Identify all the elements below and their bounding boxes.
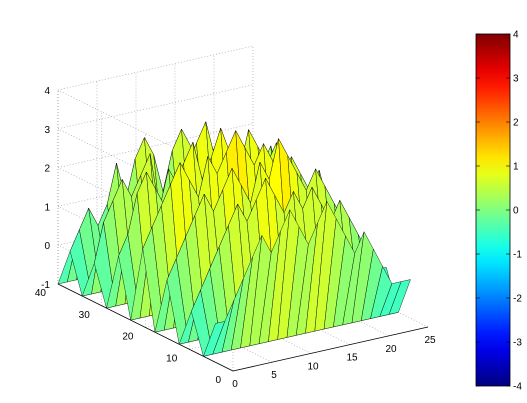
grid-line	[57, 167, 234, 255]
grid-line	[57, 128, 234, 217]
colorbar-tick-label: 3	[513, 74, 519, 85]
z-tick-label: 1	[44, 202, 50, 213]
colorbar-tick-label: -2	[513, 294, 522, 305]
z-tick-label: 2	[44, 164, 50, 175]
y-tick-label: 30	[79, 310, 91, 321]
colorbar-tick-label: 1	[513, 162, 519, 173]
grid-line	[57, 123, 254, 168]
z-tick-label: 3	[44, 125, 50, 136]
colorbar-tick-label: 0	[513, 206, 519, 217]
y-tick-label: 40	[35, 288, 47, 299]
x-tick-label: 0	[232, 379, 238, 390]
y-tick-label: 10	[166, 353, 178, 364]
y-tick-label: 0	[215, 375, 221, 386]
colorbar-gradient	[475, 33, 511, 387]
x-tick-label: 25	[424, 335, 436, 346]
x-tick-label: 15	[346, 353, 358, 364]
z-tick-label: 0	[44, 241, 50, 252]
x-tick-label: 10	[307, 361, 319, 372]
axis-tick-labels: 0 5 10 15 20 25 0 10 20 30 40-1 0 1 2 3 4	[35, 86, 436, 390]
z-tick-label: -1	[41, 280, 50, 291]
grid-line	[57, 84, 254, 130]
x-axis-line	[232, 326, 429, 372]
grid-line	[57, 89, 234, 178]
x-tick-label: 5	[271, 370, 277, 381]
colorbar-tick-label: -4	[513, 382, 522, 393]
colorbar-tick-label: -1	[513, 250, 522, 261]
grid-line	[57, 45, 254, 91]
colorbar-tick-label: 4	[513, 30, 519, 41]
colorbar-tick-label: 2	[513, 118, 519, 129]
colorbar-tick-label: -3	[513, 338, 522, 349]
z-tick-label: 4	[44, 86, 50, 97]
y-axis-line	[57, 283, 234, 372]
x-tick-label: 20	[385, 344, 397, 355]
y-tick-label: 20	[122, 332, 134, 343]
surface-patch	[388, 279, 411, 315]
colorbar: -4 -3 -2 -1 0 1 2 3 4	[475, 30, 522, 393]
surface-mesh	[57, 121, 411, 357]
